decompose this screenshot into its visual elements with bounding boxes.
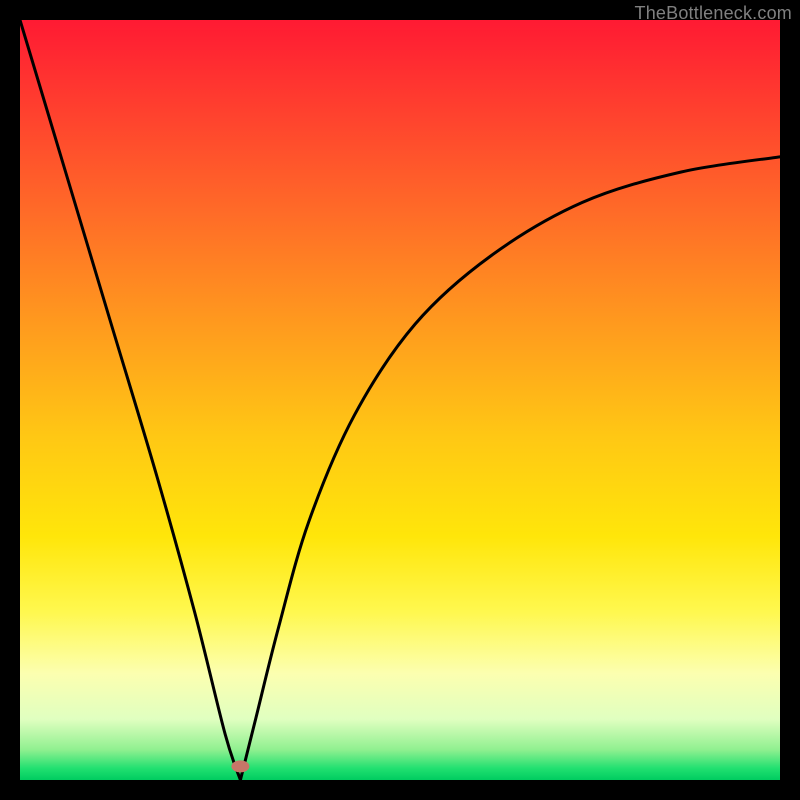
vertex-marker [231,760,249,772]
watermark-text: TheBottleneck.com [635,3,792,24]
bottleneck-chart [20,20,780,780]
chart-frame: TheBottleneck.com [0,0,800,800]
